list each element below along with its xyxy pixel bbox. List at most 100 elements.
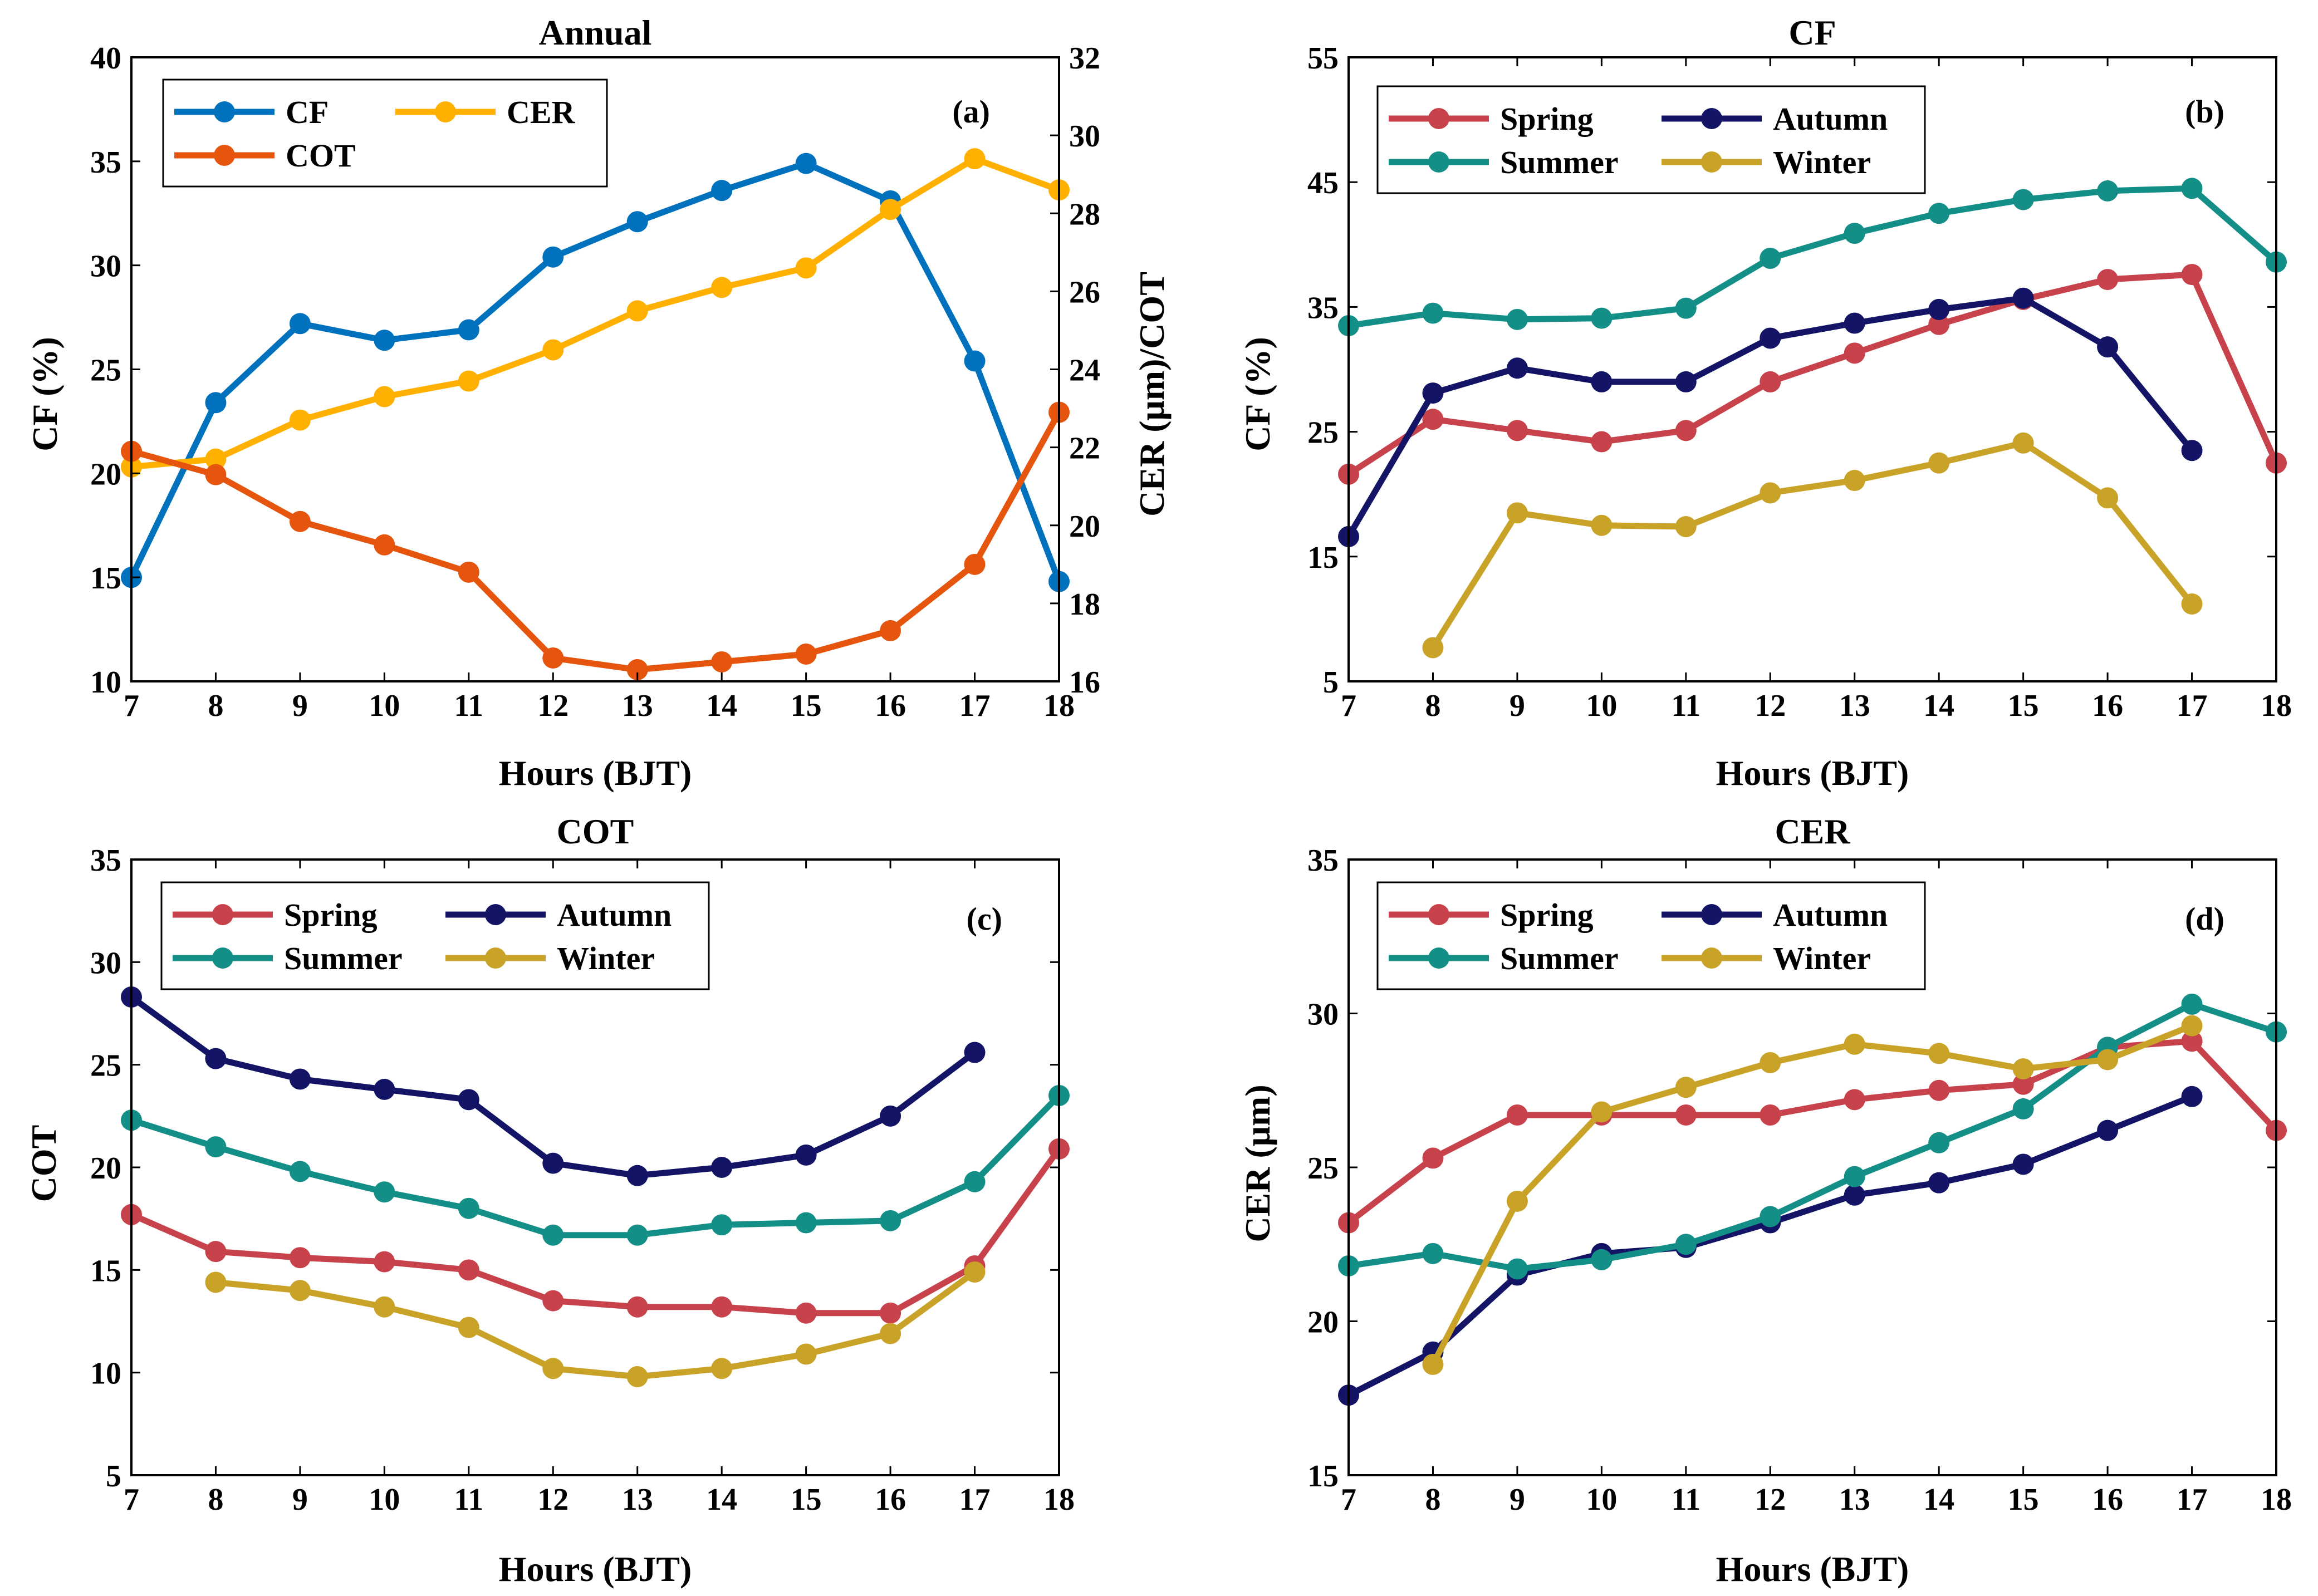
panel-c-series-autumn-point [626, 1165, 648, 1186]
panel-b-series-spring-legend-label: Spring [1500, 101, 1594, 137]
panel-b-x-tick-label: 8 [1425, 689, 1440, 723]
panel-b-series-autumn-point [2181, 440, 2203, 461]
panel-a-series-cer-point [626, 300, 648, 322]
panel-c-series-summer-point [205, 1136, 227, 1158]
panel-b-series-summer-point [1591, 307, 1613, 329]
panel-d-series-winter-point [1675, 1077, 1697, 1098]
panel-b-series-summer-point [1675, 297, 1697, 319]
panel-b-x-tick-label: 16 [2092, 689, 2123, 723]
panel-b-series-winter-point [1928, 452, 1950, 474]
panel-b-x-tick-label: 15 [2008, 689, 2039, 723]
panel-d-series-spring-legend-label: Spring [1500, 897, 1594, 933]
panel-b-series-spring-point [1928, 313, 1950, 335]
panel-a-series-cer-line [128, 155, 1062, 470]
panel-b-series-autumn-point [2097, 336, 2119, 358]
panel-a-series-cer-point [458, 370, 479, 392]
panel-a-series-cf-point [205, 392, 227, 414]
panel-a-series-cf-legend-marker [214, 101, 235, 122]
panel-d-series-summer-point [1760, 1206, 1781, 1227]
panel-d-series-summer-point [1928, 1132, 1950, 1153]
panel-a-y-tick-label: 30 [90, 249, 121, 284]
panel-d-x-tick-label: 12 [1755, 1482, 1786, 1517]
panel-a-series-cot-point [626, 659, 648, 680]
panel-b-series-spring-point [1844, 342, 1865, 364]
panel-a-series-cf-legend-label: CF [286, 94, 329, 130]
panel-d-legend: Spring Autumn Summer Winter [1376, 881, 1926, 990]
panel-c-x-tick-label: 9 [292, 1482, 308, 1517]
panel-b-series-winter-point [2097, 487, 2119, 509]
panel-b-series-winter-point [1506, 502, 1528, 524]
panel-c-series-winter-point [795, 1343, 817, 1365]
panel-d-series-winter-legend-marker [1701, 947, 1722, 969]
panel-d-xlabel: Hours (BJT) [1716, 1549, 1909, 1589]
panel-d-series-summer-legend-label: Summer [1500, 940, 1619, 976]
panel-a-y2-tick-label: 20 [1069, 509, 1100, 544]
panel-c-series-winter-point [880, 1323, 901, 1344]
panel-b-series-summer-point [1844, 223, 1865, 244]
panel-b-series-autumn-legend-marker [1701, 108, 1722, 129]
panel-d-series-winter-point [1844, 1033, 1865, 1055]
panel-a-y2-tick-label: 32 [1069, 41, 1100, 76]
panel-a-title: Annual [539, 13, 652, 52]
panel-d-y-tick-label: 25 [1307, 1151, 1339, 1186]
panel-b-y-tick-label: 15 [1307, 541, 1339, 575]
panel-a-series-cf-point [795, 153, 817, 174]
panel-a-series-cot-point [205, 464, 227, 485]
panel-b-series-winter-point [2012, 432, 2034, 454]
panel-a-series-cot-point [374, 534, 395, 556]
panel-b-series-autumn-point [1928, 298, 1950, 320]
panel-c-series-autumn-point [542, 1152, 564, 1174]
panel-a-series-cer [121, 148, 1070, 478]
panel-b-series-winter-line [1430, 440, 2195, 651]
panel-b-axes-frame [1347, 56, 2277, 682]
panel-a-series-cot [121, 401, 1070, 680]
panel-a-y-tick-label: 20 [90, 457, 121, 492]
panel-c-series-summer [121, 1084, 1070, 1246]
panel-c-series-spring-point [374, 1251, 395, 1273]
panel-b-ylabel: CF (%) [1238, 337, 1277, 451]
panel-d-series-winter-point [1422, 1353, 1444, 1375]
panel-a-x-tick-label: 10 [369, 689, 400, 723]
panel-b-series-winter-point [1675, 515, 1697, 537]
panel-d-x-tick-label: 10 [1586, 1482, 1617, 1517]
panel-c: COT (c) Hours (BJT) COT 7 8 9 10 11 12 13 14 15 1… [24, 812, 1075, 1589]
panel-a-y2-tick-label: 24 [1069, 353, 1100, 388]
panel-a-series-cf-point [711, 180, 733, 202]
panel-a-series-cf-point [626, 211, 648, 233]
panel-b-series-summer-point [2097, 180, 2119, 202]
panel-d-series-summer-legend-marker [1428, 947, 1449, 969]
panel-c-series-winter-point [711, 1358, 733, 1379]
panel-d-x-tick-label: 8 [1425, 1482, 1440, 1517]
panel-a-series-cer-point [795, 257, 817, 279]
panel-b-legend-box [1376, 85, 1926, 194]
panel-d-series-spring-point [1928, 1079, 1950, 1101]
panel-d-series-summer-point [2012, 1098, 2034, 1119]
panel-a-series-cot-point [795, 643, 817, 665]
panel-a-series-cer-point [374, 386, 395, 407]
panel-d-x-tick-label: 9 [1510, 1482, 1525, 1517]
panel-d-title: CER [1775, 812, 1850, 851]
panel-b-y-tick-label: 5 [1323, 665, 1339, 700]
panel-a-y-tick-label: 35 [90, 145, 121, 180]
panel-d-series-autumn [1338, 1086, 2203, 1406]
panel-c-series-summer-point [289, 1161, 311, 1182]
panel-d-y-tick-label: 35 [1307, 843, 1339, 878]
panel-b-x-tick-label: 18 [2261, 689, 2292, 723]
panel-d-x-tick-label: 18 [2261, 1482, 2292, 1517]
panel-b-annotation: (b) [2185, 94, 2224, 130]
panel-b-series-autumn-point [1675, 371, 1697, 392]
panel-b-series-winter-point [1844, 470, 1865, 492]
panel-b-series-autumn-legend-entry: Autumn [1662, 101, 1888, 137]
panel-c-series-winter-legend-label: Winter [557, 940, 655, 976]
panel-a-series-cot-line [128, 409, 1062, 673]
panel-b-series-spring-point [1760, 371, 1781, 392]
panel-c-series-winter [205, 1261, 986, 1388]
panel-c-x-tick-label: 18 [1043, 1482, 1075, 1517]
panel-a-series-cot-point [289, 510, 311, 532]
panel-c-series-spring-legend-marker [212, 904, 233, 925]
panel-c-series-spring-point [880, 1302, 901, 1324]
panel-b-series-spring-point [2181, 264, 2203, 286]
panel-b-series-spring-legend-entry: Spring [1389, 101, 1594, 137]
panel-d-series-autumn-legend-marker [1701, 904, 1722, 925]
panel-c-series-winter-point [458, 1317, 479, 1338]
